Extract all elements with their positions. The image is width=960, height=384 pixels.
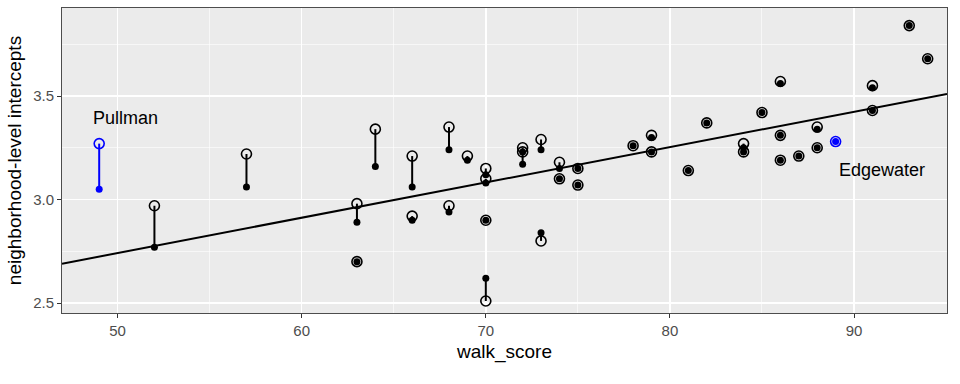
svg-text:60: 60 xyxy=(293,322,310,339)
svg-text:neighborhood-level intercepts: neighborhood-level intercepts xyxy=(4,36,25,285)
svg-text:walk_score: walk_score xyxy=(456,341,552,363)
svg-text:2.5: 2.5 xyxy=(33,294,54,311)
svg-text:90: 90 xyxy=(846,322,863,339)
svg-text:50: 50 xyxy=(109,322,126,339)
svg-text:70: 70 xyxy=(477,322,494,339)
svg-text:Edgewater: Edgewater xyxy=(839,160,925,180)
svg-text:3.5: 3.5 xyxy=(33,87,54,104)
svg-text:3.0: 3.0 xyxy=(33,191,54,208)
svg-text:Pullman: Pullman xyxy=(93,108,158,128)
svg-text:80: 80 xyxy=(662,322,679,339)
